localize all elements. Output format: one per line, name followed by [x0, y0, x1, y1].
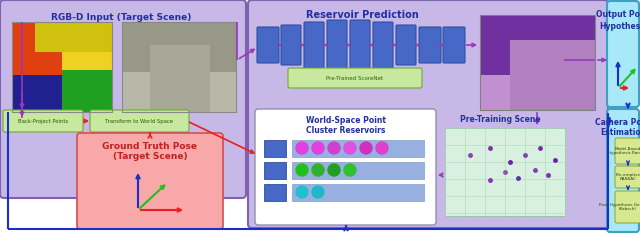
Bar: [292, 184, 424, 201]
Bar: [264, 184, 286, 201]
FancyBboxPatch shape: [396, 25, 416, 65]
Text: Output Pose: Output Pose: [596, 10, 640, 19]
Bar: [445, 128, 565, 216]
FancyBboxPatch shape: [327, 20, 347, 70]
FancyBboxPatch shape: [607, 109, 639, 232]
FancyBboxPatch shape: [248, 0, 608, 228]
Circle shape: [296, 142, 308, 154]
Bar: [510, 40, 595, 110]
Text: RGB-D Input (Target Scene): RGB-D Input (Target Scene): [51, 13, 191, 22]
Circle shape: [312, 186, 324, 198]
FancyBboxPatch shape: [3, 110, 83, 132]
Circle shape: [344, 164, 356, 176]
FancyBboxPatch shape: [257, 27, 279, 63]
Text: Reservoir Prediction: Reservoir Prediction: [306, 10, 419, 20]
FancyBboxPatch shape: [288, 68, 422, 88]
FancyBboxPatch shape: [90, 110, 189, 132]
Text: Back-Project Points: Back-Project Points: [18, 119, 68, 123]
FancyBboxPatch shape: [607, 1, 639, 107]
Circle shape: [328, 142, 340, 154]
Bar: [480, 15, 595, 75]
FancyBboxPatch shape: [281, 25, 301, 65]
Bar: [122, 22, 236, 72]
Bar: [62, 70, 112, 112]
FancyBboxPatch shape: [419, 27, 441, 63]
FancyBboxPatch shape: [0, 0, 246, 198]
Text: Pose Hypothesis Generation
(Kabsch): Pose Hypothesis Generation (Kabsch): [599, 203, 640, 211]
FancyBboxPatch shape: [615, 166, 640, 188]
Bar: [12, 75, 62, 112]
Circle shape: [296, 186, 308, 198]
Text: Hypothesis: Hypothesis: [599, 22, 640, 31]
Bar: [480, 15, 595, 110]
Text: Camera Pose
Estimation: Camera Pose Estimation: [595, 118, 640, 137]
Bar: [122, 22, 236, 112]
FancyBboxPatch shape: [304, 22, 324, 68]
Text: Model-Based
Hypothesis Ranking: Model-Based Hypothesis Ranking: [608, 147, 640, 155]
Text: Ground Truth Pose
(Target Scene): Ground Truth Pose (Target Scene): [102, 142, 198, 161]
Bar: [12, 22, 62, 77]
Text: Transform to World Space: Transform to World Space: [105, 119, 173, 123]
FancyBboxPatch shape: [615, 138, 640, 164]
FancyBboxPatch shape: [77, 133, 223, 229]
Bar: [12, 22, 112, 112]
Circle shape: [296, 164, 308, 176]
Bar: [12, 22, 112, 112]
Bar: [35, 22, 112, 52]
Circle shape: [312, 142, 324, 154]
Text: Pre-Training Scene: Pre-Training Scene: [460, 115, 540, 124]
Bar: [480, 15, 595, 110]
Text: Pre-emptive
RANSAC: Pre-emptive RANSAC: [616, 173, 640, 181]
Bar: [122, 22, 236, 112]
Bar: [292, 162, 424, 179]
FancyBboxPatch shape: [350, 20, 370, 70]
Text: World-Space Point
Cluster Reservoirs: World-Space Point Cluster Reservoirs: [306, 116, 386, 135]
Bar: [150, 45, 210, 112]
FancyBboxPatch shape: [255, 109, 436, 225]
Bar: [264, 162, 286, 179]
Circle shape: [328, 164, 340, 176]
Circle shape: [312, 164, 324, 176]
Circle shape: [376, 142, 388, 154]
Bar: [264, 140, 286, 157]
Circle shape: [344, 142, 356, 154]
Bar: [292, 140, 424, 157]
Text: Pre-Trained ScoreNet: Pre-Trained ScoreNet: [326, 75, 383, 80]
FancyBboxPatch shape: [615, 191, 640, 223]
FancyBboxPatch shape: [373, 22, 393, 68]
FancyBboxPatch shape: [443, 27, 465, 63]
Circle shape: [360, 142, 372, 154]
